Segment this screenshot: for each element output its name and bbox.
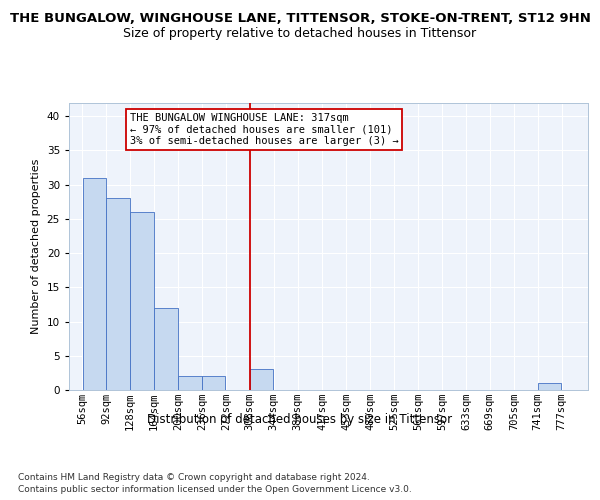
Bar xyxy=(83,178,106,390)
Text: Contains HM Land Registry data © Crown copyright and database right 2024.: Contains HM Land Registry data © Crown c… xyxy=(18,472,370,482)
Text: THE BUNGALOW, WINGHOUSE LANE, TITTENSOR, STOKE-ON-TRENT, ST12 9HN: THE BUNGALOW, WINGHOUSE LANE, TITTENSOR,… xyxy=(10,12,590,26)
Text: Size of property relative to detached houses in Tittensor: Size of property relative to detached ho… xyxy=(124,28,476,40)
Bar xyxy=(130,212,154,390)
Bar xyxy=(154,308,178,390)
Bar xyxy=(538,383,562,390)
Text: Distribution of detached houses by size in Tittensor: Distribution of detached houses by size … xyxy=(148,412,452,426)
Bar xyxy=(178,376,202,390)
Bar xyxy=(250,370,274,390)
Bar xyxy=(202,376,226,390)
Text: Contains public sector information licensed under the Open Government Licence v3: Contains public sector information licen… xyxy=(18,485,412,494)
Y-axis label: Number of detached properties: Number of detached properties xyxy=(31,158,41,334)
Text: THE BUNGALOW WINGHOUSE LANE: 317sqm
← 97% of detached houses are smaller (101)
3: THE BUNGALOW WINGHOUSE LANE: 317sqm ← 97… xyxy=(130,113,399,146)
Bar xyxy=(106,198,130,390)
